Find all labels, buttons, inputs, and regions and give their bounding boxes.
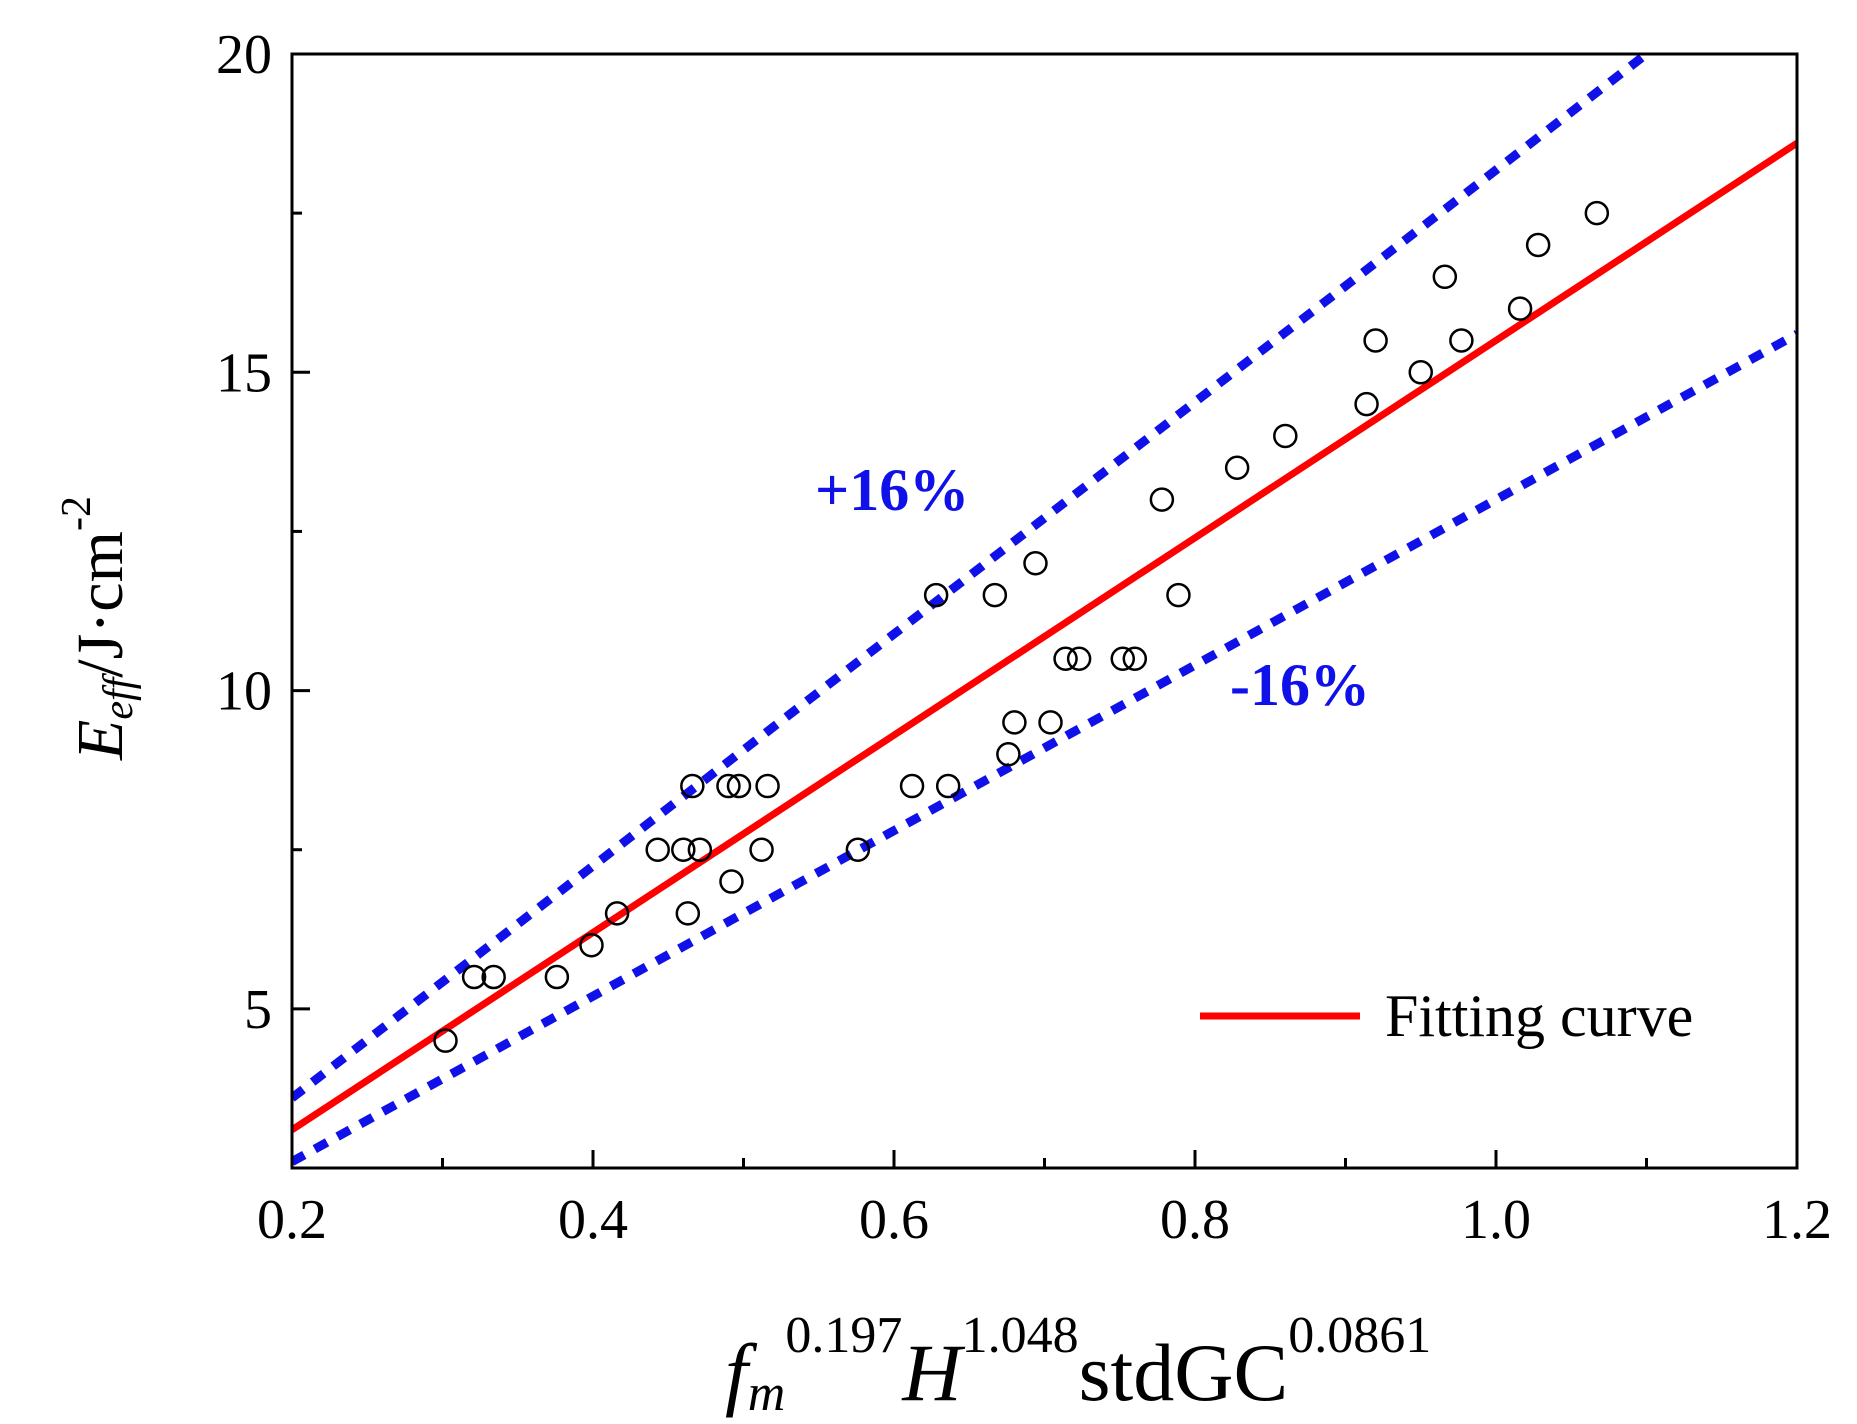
fitting-curve-line: [292, 140, 1797, 1133]
data-point: [645, 837, 670, 862]
y-title-e: E: [64, 720, 137, 761]
data-point: [726, 773, 752, 799]
data-point: [996, 741, 1021, 767]
data-point: [719, 869, 744, 894]
data-point: [749, 837, 774, 862]
upper-bound-line: [292, 54, 1650, 1102]
data-point: [1002, 710, 1027, 735]
axes: [290, 52, 1799, 1170]
data-point: [1507, 296, 1533, 321]
y-tick-label: 5: [244, 979, 272, 1041]
tick-labels: 0.2 0.4 0.6 0.8 1.0 1.2 5 10 15 20: [216, 24, 1832, 1251]
y-title-unit-exp: -2: [54, 496, 100, 531]
data-point: [1449, 328, 1474, 353]
plot-area: [292, 54, 1797, 1166]
data-point: [1273, 423, 1298, 449]
data-point: [923, 582, 949, 608]
y-title-unit: /J·cm: [64, 531, 137, 678]
x-tick-label: 1.0: [1461, 1189, 1531, 1251]
x-tick-label: 0.6: [859, 1189, 929, 1251]
data-point: [1432, 264, 1458, 290]
y-tick-label: 10: [216, 661, 272, 723]
data-point: [982, 582, 1008, 608]
data-point: [579, 932, 604, 958]
lower-bound-line: [292, 330, 1797, 1166]
data-point: [899, 773, 925, 799]
x-axis-title: fm0.197H1.048stdGC0.0861: [725, 1307, 1431, 1422]
data-point: [1038, 710, 1063, 735]
y-tick-label: 15: [216, 342, 272, 404]
x-title-f-exp: 0.197: [785, 1307, 902, 1364]
x-title-std-exp: 0.0861: [1288, 1307, 1431, 1364]
data-point: [1053, 646, 1078, 671]
annotation-plus-16: +16%: [815, 457, 969, 523]
data-point: [433, 1028, 458, 1053]
data-point: [1363, 328, 1388, 353]
x-title-h: H: [901, 1327, 965, 1418]
x-title-h-exp: 1.048: [962, 1307, 1079, 1364]
x-tick-label: 0.2: [257, 1189, 327, 1251]
data-point: [687, 837, 713, 862]
data-point: [935, 773, 961, 799]
data-point: [1224, 455, 1250, 481]
data-point: [604, 901, 630, 926]
data-point: [755, 773, 780, 799]
data-point: [716, 773, 741, 799]
data-point: [680, 773, 705, 799]
data-point: [1110, 646, 1136, 671]
data-point: [1525, 232, 1551, 258]
x-title-std: stdGC: [1079, 1327, 1289, 1418]
y-title-e-sub: eff: [96, 672, 142, 719]
y-axis-title: Eeff/J·cm-2: [54, 496, 142, 761]
x-title-f-sub: m: [748, 1365, 786, 1422]
data-point: [671, 837, 696, 862]
data-point: [1122, 646, 1148, 671]
data-point: [1584, 200, 1610, 226]
legend-label-fitting-curve: Fitting curve: [1385, 983, 1693, 1049]
data-point: [1066, 646, 1092, 671]
data-point: [675, 901, 701, 926]
y-tick-label: 20: [216, 24, 272, 86]
data-point: [461, 964, 487, 990]
x-tick-label: 1.2: [1762, 1189, 1832, 1251]
data-point: [481, 964, 506, 990]
data-point: [1149, 487, 1175, 512]
data-point: [1354, 391, 1379, 417]
data-point: [845, 837, 871, 862]
data-point: [1408, 360, 1433, 385]
data-point: [544, 964, 570, 990]
data-point: [1166, 582, 1191, 608]
annotation-minus-16: -16%: [1230, 652, 1370, 718]
x-tick-label: 0.4: [558, 1189, 628, 1251]
data-point: [1023, 551, 1048, 576]
x-tick-label: 0.8: [1160, 1189, 1230, 1251]
legend: Fitting curve: [1200, 983, 1693, 1049]
